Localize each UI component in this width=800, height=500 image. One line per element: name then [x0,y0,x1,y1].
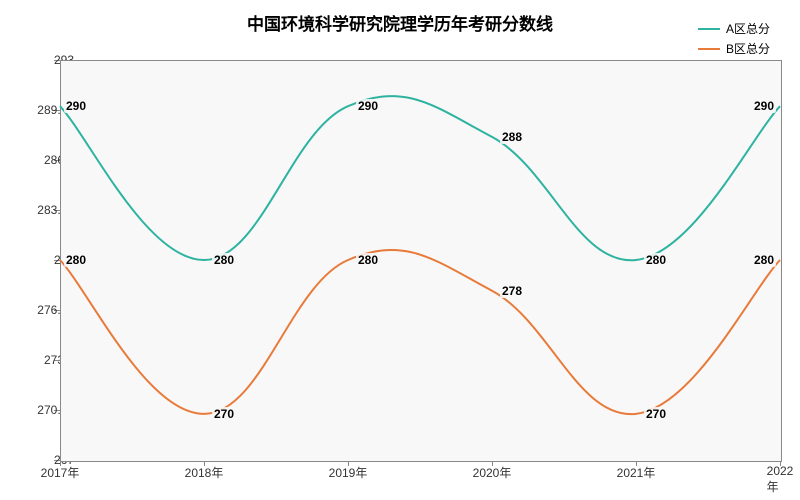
chart-title: 中国环境科学研究院理学历年考研分数线 [247,10,553,35]
data-point-label: 280 [212,253,236,267]
data-point-label: 280 [644,253,668,267]
data-point-label: 270 [212,407,236,421]
line-svg [60,60,780,460]
data-point-label: 290 [752,99,776,113]
data-point-label: 290 [64,99,88,113]
legend-swatch-b [698,48,720,50]
data-point-label: 280 [356,253,380,267]
x-axis-label: 2017年 [41,464,80,481]
legend-item-b: B区总分 [698,40,770,57]
data-point-label: 290 [356,99,380,113]
x-axis-label: 2022年 [767,464,794,495]
chart-container: 中国环境科学研究院理学历年考研分数线 A区总分 B区总分 267270.2527… [0,0,800,500]
series-line-b [60,250,780,414]
legend-item-a: A区总分 [698,20,770,37]
data-point-label: 280 [752,253,776,267]
x-axis-label: 2020年 [473,464,512,481]
series-line-a [60,96,780,260]
data-point-label: 270 [644,407,668,421]
data-point-label: 280 [64,253,88,267]
legend-swatch-a [698,28,720,30]
x-axis-label: 2019年 [329,464,368,481]
legend-label-b: B区总分 [726,40,770,57]
x-axis-label: 2021年 [617,464,656,481]
data-point-label: 278 [500,284,524,298]
legend: A区总分 B区总分 [698,20,770,60]
legend-label-a: A区总分 [726,20,770,37]
data-point-label: 288 [500,130,524,144]
x-axis-label: 2018年 [185,464,224,481]
